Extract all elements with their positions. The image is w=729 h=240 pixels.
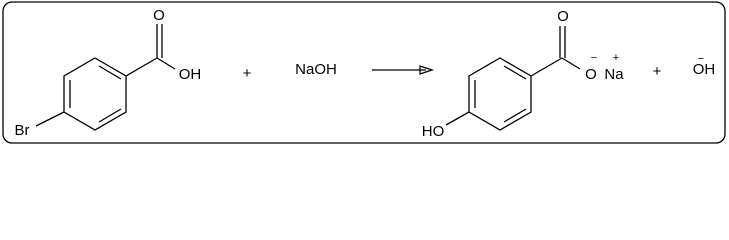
- atom-label: Na: [604, 66, 624, 83]
- atom-label: Br: [15, 122, 30, 139]
- charge: −: [698, 53, 704, 65]
- reaction-scheme: O OH Br + NaOH O O − Na + HO + − OH: [2, 1, 726, 144]
- reactant-structure: [35, 24, 176, 131]
- charge: +: [613, 52, 619, 64]
- plus-sign: +: [243, 65, 252, 82]
- atom-label: OH: [179, 66, 202, 83]
- reaction-arrow: [372, 65, 435, 75]
- atom-label: HO: [422, 123, 445, 140]
- product-structure: [445, 26, 581, 131]
- atom-label: O: [585, 66, 597, 83]
- reagent: NaOH: [295, 61, 337, 78]
- charge: −: [591, 52, 597, 64]
- atom-label: O: [153, 7, 165, 24]
- frame: [2, 1, 726, 144]
- plus-sign: +: [653, 63, 662, 80]
- byproduct: OH: [693, 61, 716, 78]
- atom-label: O: [557, 8, 569, 25]
